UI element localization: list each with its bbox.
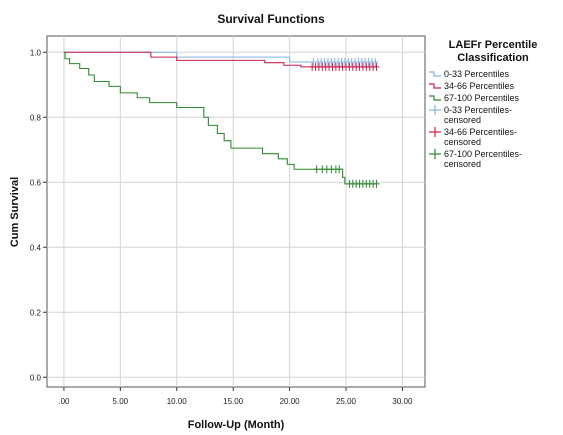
legend-title-line-2: Classification [457,52,529,64]
x-tick-label: 15.00 [223,397,244,406]
x-tick-label: .00 [58,397,70,406]
legend-items: 0-33 Percentiles 34-66 Percentiles 67-100 … [429,69,522,169]
legend-item-1: 0-33 Percentiles [429,69,510,79]
legend-item-3: 67-100 Percentiles [429,93,520,103]
censor-mark-2 [373,62,380,71]
y-tick-label: 0.0 [30,373,42,382]
legend-label: 0-33 Percentiles-censored [444,105,512,125]
legend-item-2: 34-66 Percentiles [429,81,515,91]
chart-title: Survival Functions [217,12,325,26]
censor-mark-3 [373,179,380,188]
x-axis-title: Follow-Up (Month) [188,419,285,431]
censor-mark-3 [313,165,320,174]
survival-curve-2 [63,51,378,68]
legend: LAEFr Percentile Classification 0-33 Per… [429,39,537,169]
y-tick-label: 1.0 [30,48,42,57]
y-tick-label: 0.4 [30,243,42,252]
y-tick-label: 0.2 [30,308,42,317]
legend-title-line-1: LAEFr Percentile [449,39,538,51]
censor-mark-3 [336,165,343,174]
legend-label: 34-66 Percentiles-censored [444,127,517,147]
survival-curves [63,51,380,188]
survival-curve-1 [63,51,378,63]
legend-item-4: 0-33 Percentiles-censored [429,105,512,125]
legend-label: 67-100 Percentiles [444,93,520,103]
legend-label: 67-100 Percentiles-censored [444,149,522,169]
legend-item-5: 34-66 Percentiles-censored [429,127,517,147]
x-tick-label: 30.00 [392,397,413,406]
legend-label: 0-33 Percentiles [444,69,510,79]
plot-area [46,35,426,388]
x-tick-label: 20.00 [280,397,301,406]
y-tick-label: 0.6 [30,178,42,187]
survival-curve-3 [63,51,378,185]
legend-item-6: 67-100 Percentiles-censored [429,149,522,169]
y-axis-title: Cum Survival [9,177,21,247]
x-tick-label: 10.00 [167,397,188,406]
x-tick-label: 25.00 [336,397,357,406]
censor-mark-1 [372,58,379,66]
legend-label: 34-66 Percentiles [444,81,515,91]
x-tick-label: 5.00 [113,397,129,406]
y-tick-label: 0.8 [30,113,42,122]
y-axis-ticks: 0.0 0.2 0.4 0.6 0.8 1.0 [30,48,47,382]
x-axis-ticks: .00 5.00 10.00 15.00 20.00 25.00 30.00 [58,387,413,406]
